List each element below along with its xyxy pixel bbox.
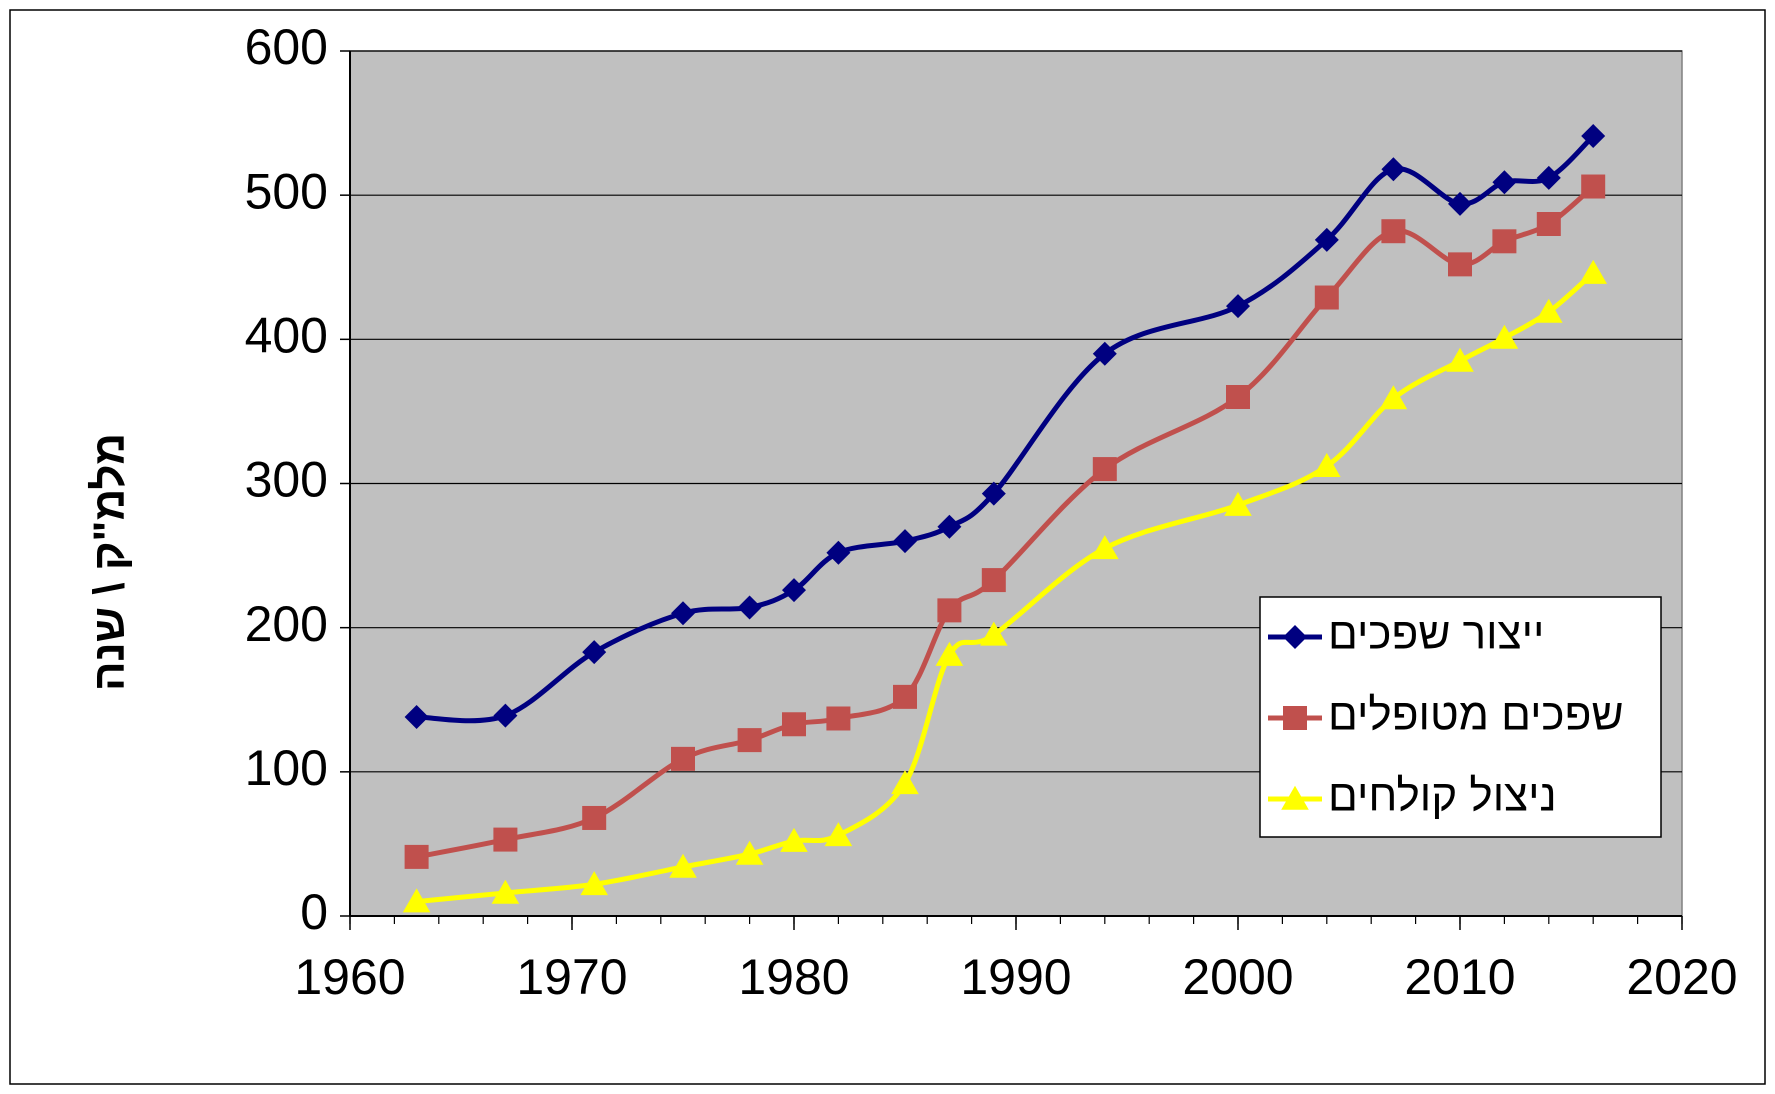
marker — [1492, 229, 1517, 254]
marker — [493, 827, 518, 852]
marker — [1226, 294, 1250, 319]
marker — [582, 805, 607, 830]
marker — [1490, 324, 1519, 349]
y-axis-label: מלמ"ק \ שנה — [85, 433, 134, 691]
marker — [981, 568, 1006, 593]
marker — [1281, 785, 1309, 810]
marker — [1283, 625, 1307, 649]
x-tick-label: 2010 — [1404, 949, 1515, 1005]
marker — [1579, 259, 1607, 284]
marker — [737, 595, 762, 620]
marker — [737, 728, 762, 753]
marker — [1283, 706, 1307, 730]
legend — [1259, 596, 1662, 838]
marker — [893, 529, 917, 554]
marker — [1224, 491, 1252, 516]
legend-label: שפכים מטופלים — [1328, 691, 1624, 740]
marker — [1448, 191, 1472, 216]
marker — [404, 844, 429, 869]
x-tick-label: 1980 — [738, 949, 849, 1005]
marker — [582, 640, 607, 665]
marker — [937, 514, 962, 539]
marker — [782, 712, 806, 737]
marker — [826, 706, 851, 731]
marker — [1536, 212, 1561, 236]
marker — [1581, 174, 1606, 199]
marker — [891, 770, 919, 795]
marker — [1535, 298, 1563, 323]
marker — [1381, 157, 1406, 182]
marker — [782, 578, 806, 603]
marker — [981, 481, 1006, 506]
marker — [1448, 252, 1472, 277]
marker — [1379, 385, 1408, 410]
marker — [1581, 124, 1606, 149]
marker — [402, 888, 431, 913]
marker — [1091, 535, 1119, 560]
marker — [1314, 285, 1339, 310]
marker — [669, 853, 697, 878]
marker — [980, 621, 1008, 646]
legend-label: ייצור שפכים — [1328, 610, 1544, 659]
y-tick-label: 100 — [245, 740, 328, 796]
x-tick-label: 2000 — [1182, 949, 1293, 1005]
marker — [1092, 341, 1117, 366]
y-tick-label: 200 — [245, 596, 328, 652]
x-tick-label: 1960 — [294, 949, 405, 1005]
y-tick-label: 600 — [245, 19, 328, 75]
marker — [404, 705, 429, 730]
x-tick-label: 1970 — [516, 949, 627, 1005]
marker — [826, 540, 851, 565]
marker — [1446, 347, 1474, 372]
marker — [1381, 219, 1406, 244]
marker — [1313, 453, 1341, 477]
marker — [893, 684, 917, 709]
y-tick-label: 300 — [245, 452, 328, 508]
marker — [491, 879, 520, 904]
marker — [824, 822, 853, 847]
marker — [735, 840, 764, 865]
marker — [493, 703, 518, 728]
marker — [935, 641, 964, 666]
y-tick-label: 400 — [245, 308, 328, 364]
marker — [1536, 165, 1561, 190]
x-tick-label: 2020 — [1626, 949, 1737, 1005]
marker — [671, 746, 695, 771]
marker — [780, 827, 808, 852]
series-line — [416, 271, 1595, 905]
marker — [671, 601, 695, 626]
marker — [1226, 385, 1250, 409]
y-tick-label: 500 — [245, 163, 328, 219]
legend-label: ניצול קולחים — [1328, 772, 1557, 821]
marker — [580, 871, 608, 896]
marker — [937, 598, 962, 623]
x-tick-label: 1990 — [960, 949, 1071, 1005]
y-tick-label: 0 — [300, 884, 328, 940]
marker — [1092, 457, 1117, 482]
marker — [1314, 227, 1339, 252]
marker — [1492, 170, 1517, 195]
